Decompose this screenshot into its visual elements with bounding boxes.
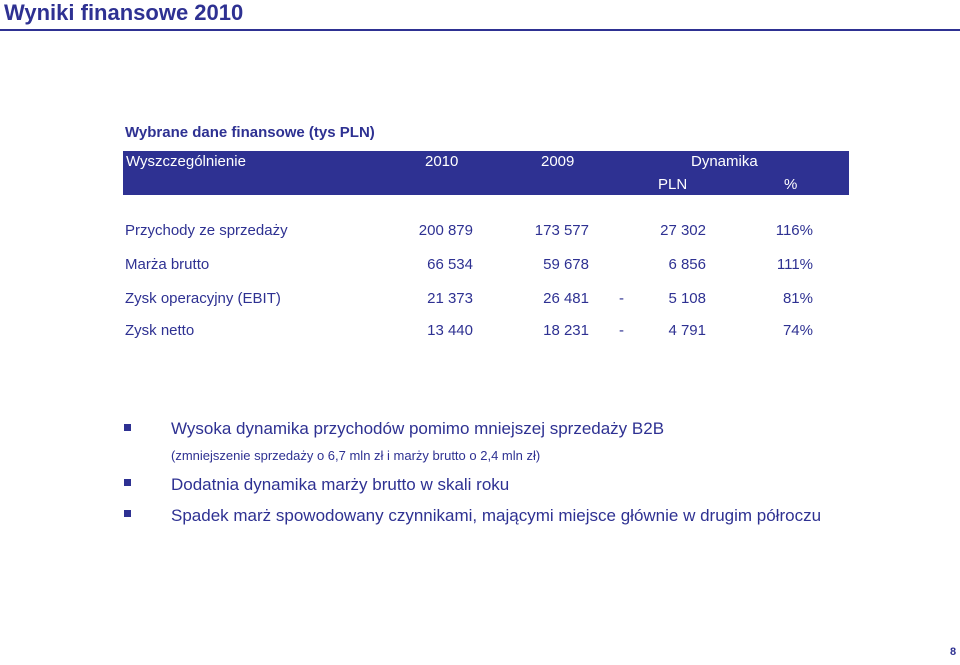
row-sign: -	[619, 322, 624, 339]
section-title: Wybrane dane finansowe (tys PLN)	[125, 124, 375, 141]
row-2009: 59 678	[543, 256, 589, 273]
table-row: Marża brutto 66 534 59 678 6 856 111%	[0, 256, 960, 276]
row-2009: 18 231	[543, 322, 589, 339]
table-row: Zysk netto 13 440 18 231 - 4 791 74%	[0, 322, 960, 342]
row-pct: 81%	[782, 290, 813, 307]
page-number: 8	[950, 646, 957, 658]
row-2009: 173 577	[534, 222, 589, 239]
header-dynamics: Dynamika	[691, 153, 758, 170]
row-2009: 26 481	[543, 290, 589, 307]
row-label: Zysk netto	[125, 322, 195, 339]
row-pln: 27 302	[660, 222, 706, 239]
row-pln: 4 791	[668, 322, 706, 339]
row-2010: 21 373	[427, 290, 473, 307]
bullet-marker	[124, 424, 131, 431]
bullet-text: Wysoka dynamika przychodów pomimo mniejs…	[171, 419, 665, 438]
row-label: Przychody ze sprzedaży	[125, 222, 288, 239]
table-row: Przychody ze sprzedaży 200 879 173 577 2…	[0, 222, 960, 242]
bullet-text: Dodatnia dynamika marży brutto w skali r…	[171, 475, 510, 494]
row-2010: 200 879	[418, 222, 473, 239]
row-label: Zysk operacyjny (EBIT)	[125, 290, 281, 307]
row-pln: 6 856	[668, 256, 706, 273]
bullet-marker	[124, 479, 131, 486]
row-sign: -	[619, 290, 624, 307]
bullet-marker	[124, 510, 131, 517]
bullet-text: Spadek marż spowodowany czynnikami, mają…	[171, 506, 822, 525]
row-pct: 74%	[782, 322, 813, 339]
table-header: Wyszczególnienie 2010 2009 Dynamika PLN …	[123, 151, 849, 195]
row-2010: 13 440	[427, 322, 473, 339]
row-pct: 111%	[776, 256, 813, 273]
bullet-note: (zmniejszenie sprzedaży o 6,7 mln zł i m…	[171, 448, 541, 463]
header-pln: PLN	[658, 176, 688, 193]
header-pct: %	[784, 176, 798, 193]
header-2010: 2010	[425, 153, 459, 170]
row-pln: 5 108	[668, 290, 706, 307]
row-label: Marża brutto	[125, 256, 210, 273]
table-row: Zysk operacyjny (EBIT) 21 373 26 481 - 5…	[0, 290, 960, 310]
header-2009: 2009	[541, 153, 575, 170]
title-bar: Wyniki finansowe 2010	[0, 0, 960, 31]
page-title: Wyniki finansowe 2010	[4, 0, 244, 25]
row-pct: 116%	[775, 222, 813, 239]
header-label: Wyszczególnienie	[126, 153, 246, 170]
row-2010: 66 534	[427, 256, 473, 273]
